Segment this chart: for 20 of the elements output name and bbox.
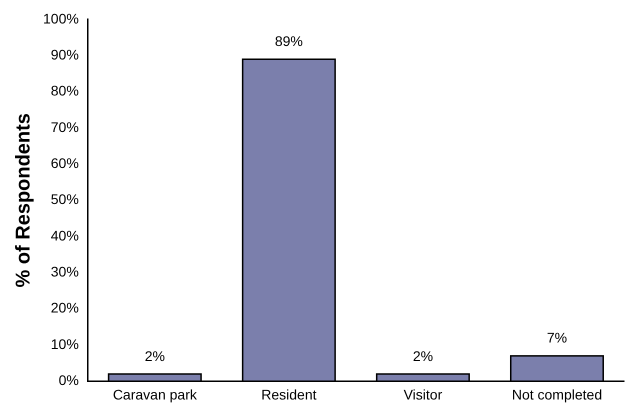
- y-tick-label: 0%: [58, 372, 79, 388]
- y-tick-label: 10%: [50, 336, 79, 352]
- y-tick-label: 20%: [50, 300, 79, 316]
- x-tick-label: Resident: [261, 386, 317, 402]
- x-tick-label: Not completed: [512, 386, 602, 402]
- y-tick-label: 80%: [50, 82, 79, 99]
- y-axis-title: % of Respondents: [12, 113, 35, 288]
- y-tick-label: 40%: [50, 227, 79, 244]
- y-tick-label: 70%: [50, 118, 79, 135]
- y-tick-label: 60%: [50, 154, 79, 171]
- x-tick-label: Visitor: [404, 386, 443, 402]
- y-tick-label: 30%: [50, 264, 79, 280]
- y-tick-label: 90%: [50, 46, 79, 62]
- data-label: 2%: [412, 348, 434, 364]
- data-label: 2%: [144, 348, 165, 364]
- y-tick-label: 100%: [42, 10, 79, 26]
- x-tick-label: Caravan park: [112, 386, 198, 402]
- data-label: 89%: [274, 33, 303, 50]
- data-label: 7%: [546, 330, 568, 346]
- y-tick-label: 50%: [50, 191, 79, 208]
